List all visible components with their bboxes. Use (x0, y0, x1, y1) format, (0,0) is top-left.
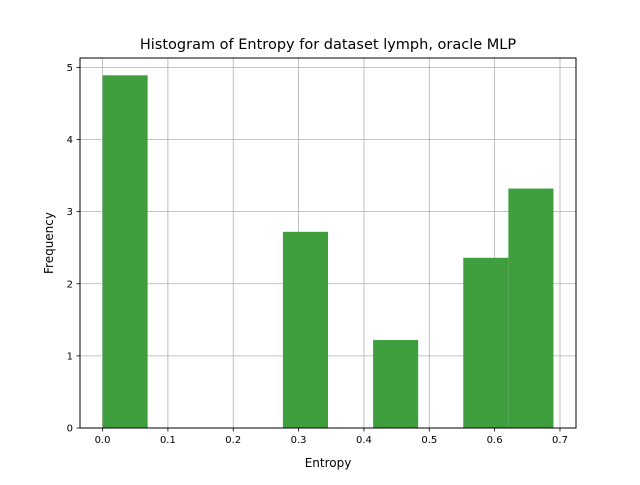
y-tick-label: 5 (67, 63, 73, 74)
x-tick-label: 0.7 (552, 435, 568, 446)
bars (102, 75, 554, 429)
histogram-bar (282, 231, 328, 428)
chart-title: Histogram of Entropy for dataset lymph, … (140, 37, 517, 53)
plot-frame (79, 57, 577, 429)
histogram-bar (373, 340, 419, 428)
y-tick-label: 3 (67, 207, 73, 218)
x-tick-label: 0.1 (160, 435, 176, 446)
histogram-bar (508, 188, 554, 428)
histogram-bar (463, 257, 509, 428)
x-tick-label: 0.2 (225, 435, 241, 446)
y-tick-label: 4 (67, 135, 73, 146)
x-tick-label: 0.3 (291, 435, 307, 446)
x-tick-label: 0.4 (356, 435, 372, 446)
y-tick-label: 1 (67, 351, 73, 362)
x-axis-label: Entropy (305, 456, 352, 470)
x-tick-label: 0.6 (487, 435, 503, 446)
x-tick-label: 0.0 (95, 435, 111, 446)
y-tick-label: 2 (67, 279, 73, 290)
y-axis-label: Frequency (42, 212, 56, 274)
x-tick-label: 0.5 (421, 435, 437, 446)
histogram-bar (102, 75, 148, 429)
ticks: 0.0 0.1 0.2 0.3 0.4 0.5 0.6 0.7 0 1 2 3 4 5 (67, 63, 568, 446)
y-tick-label: 0 (67, 424, 73, 435)
